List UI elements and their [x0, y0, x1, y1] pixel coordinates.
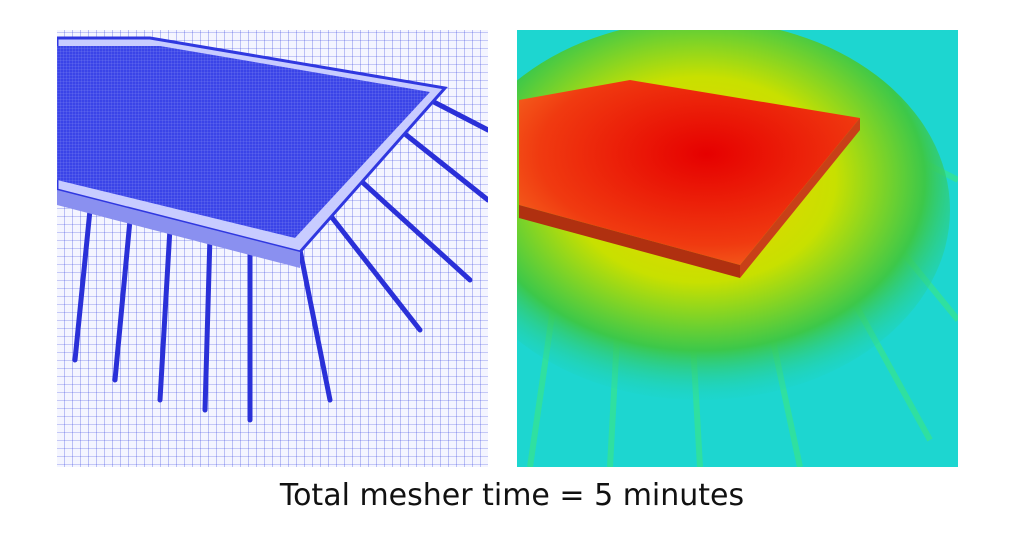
mesh-view — [57, 30, 488, 467]
temperature-view — [517, 30, 958, 467]
caption: Total mesher time = 5 minutes — [279, 478, 745, 513]
